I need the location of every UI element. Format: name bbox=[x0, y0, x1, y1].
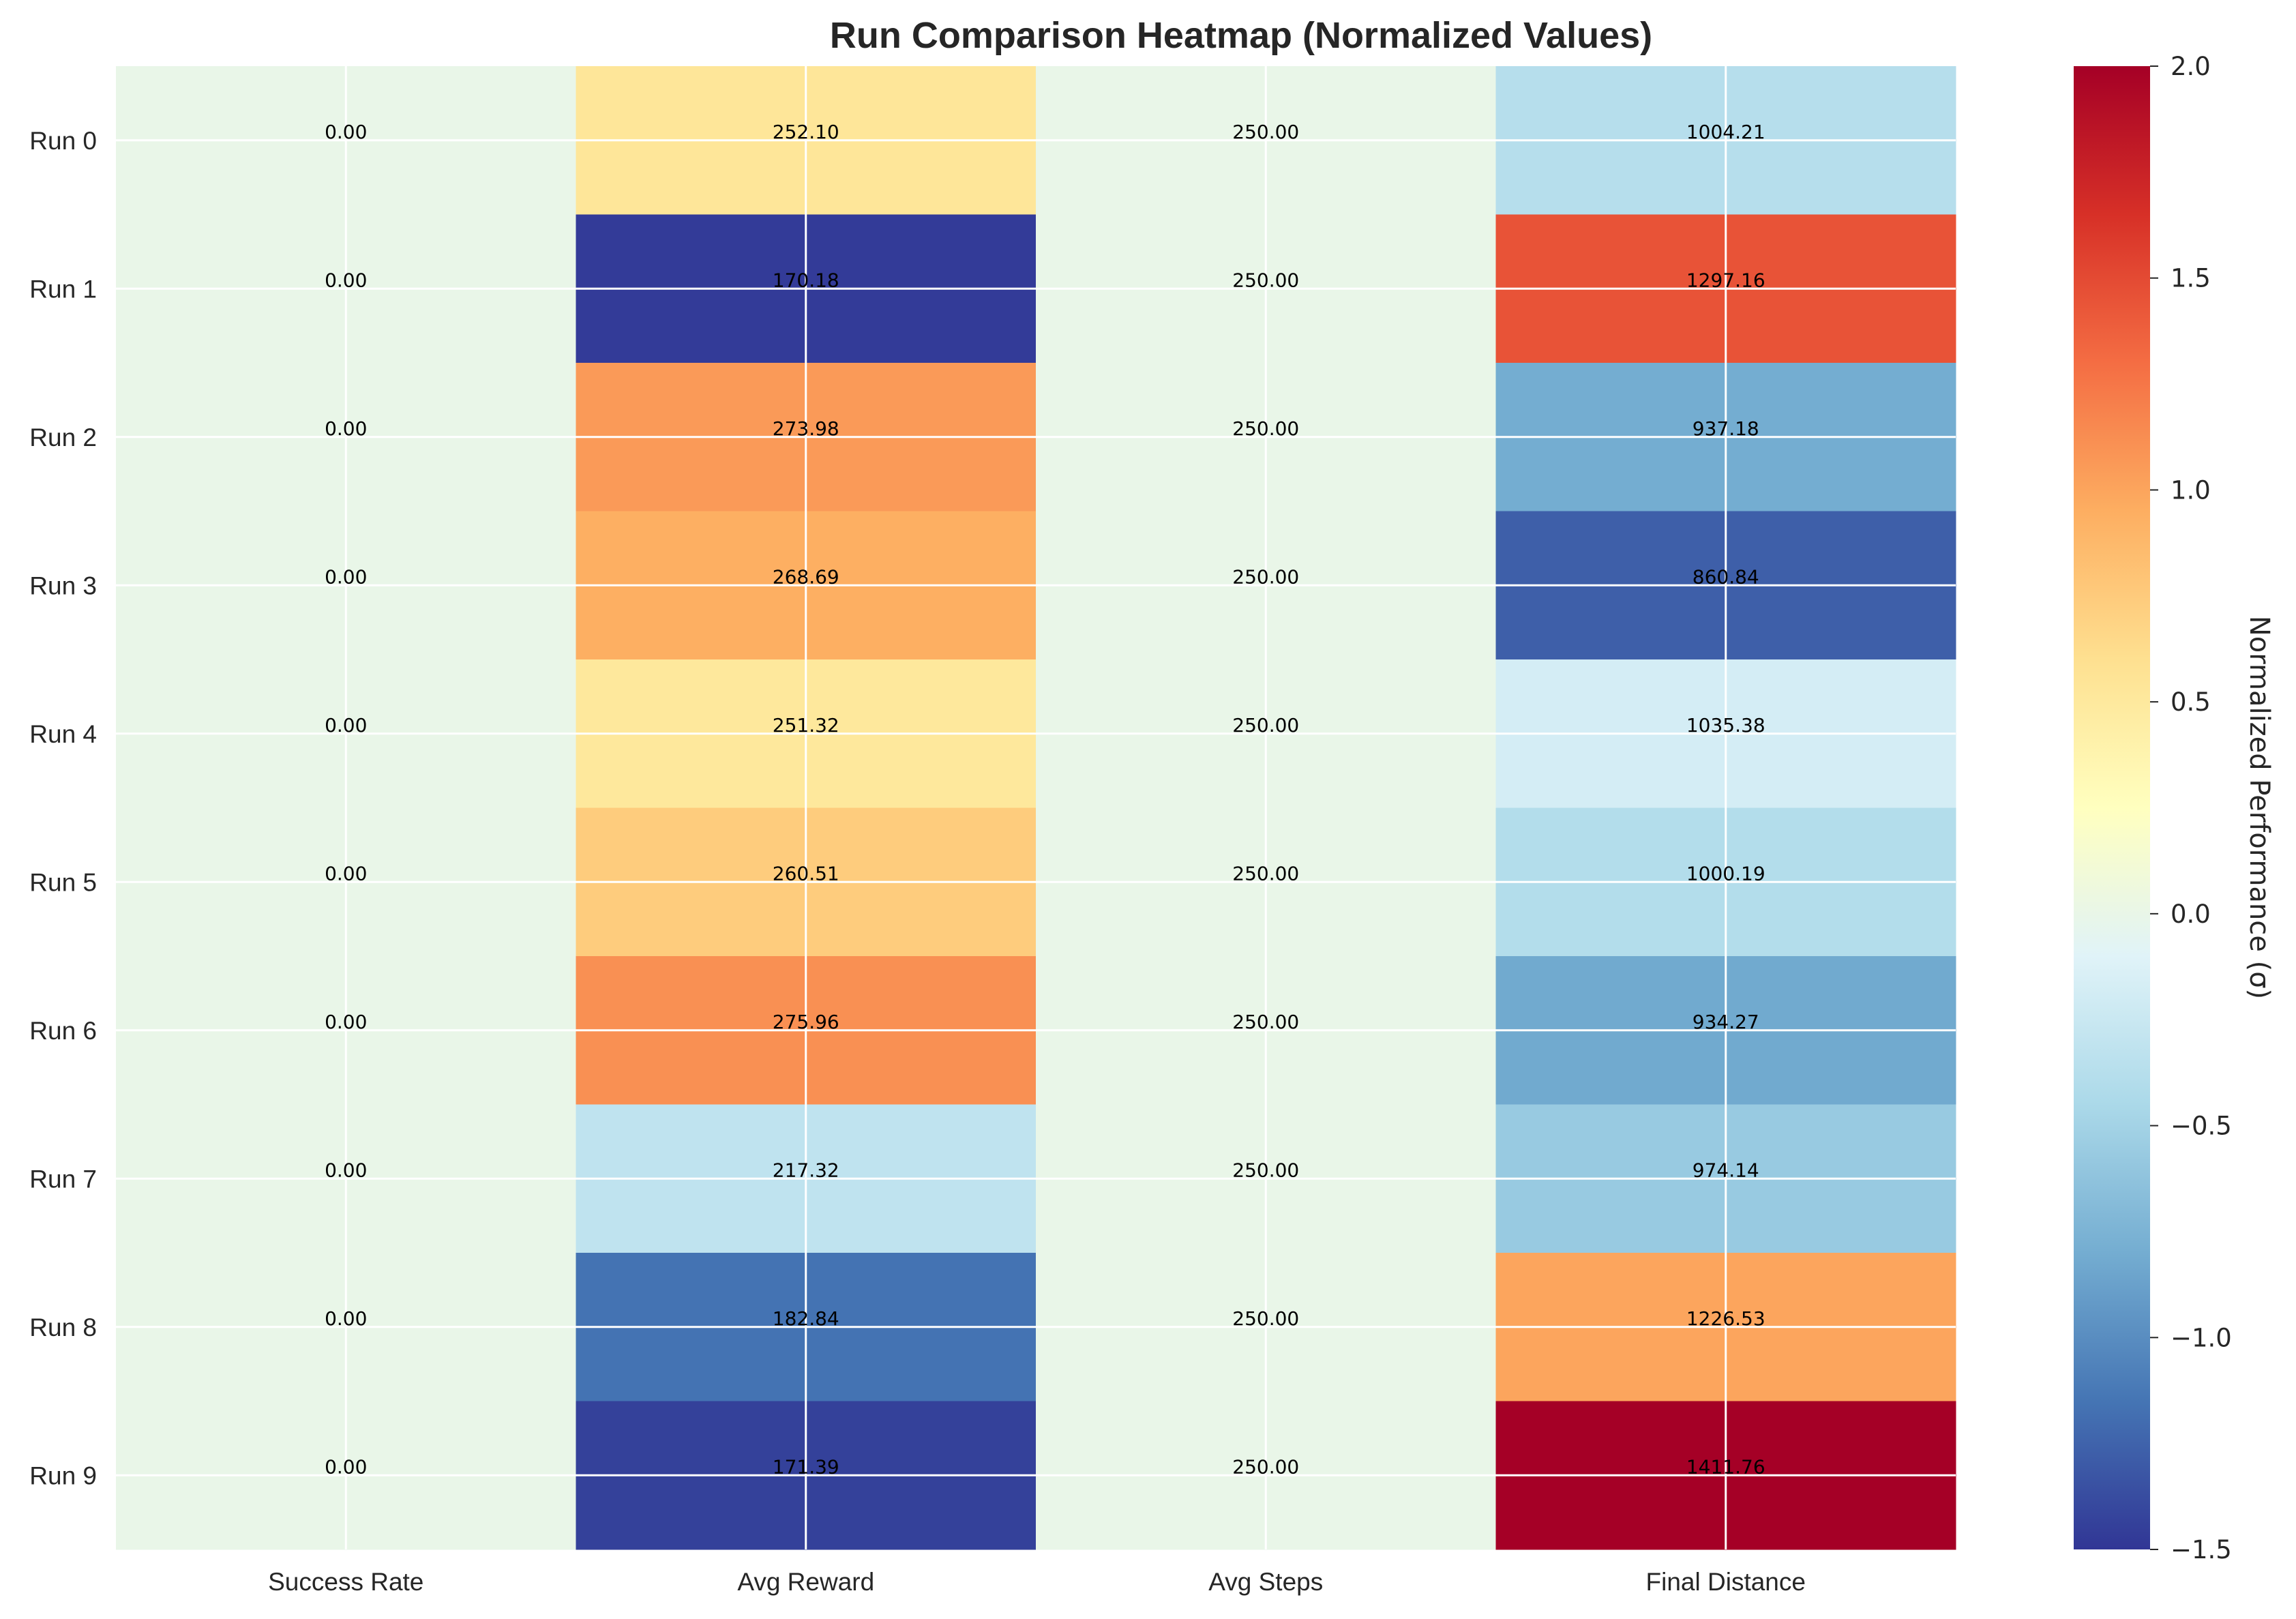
colorbar-tick-label: 0.5 bbox=[2171, 687, 2211, 717]
y-tick-label: Run 3 bbox=[29, 571, 97, 599]
x-tick-label: Final Distance bbox=[1646, 1568, 1806, 1596]
cell-value-label: 1226.53 bbox=[1686, 1307, 1765, 1330]
colorbar-tick-label: 1.5 bbox=[2171, 264, 2211, 293]
cell-value-label: 860.84 bbox=[1693, 565, 1759, 588]
cell-value-label: 250.00 bbox=[1232, 269, 1299, 291]
cell-value-label: 0.00 bbox=[325, 417, 367, 440]
cell-value-labels: 0.00 252.10 250.00 1004.21 0.00 170.18 250.00 1… bbox=[325, 121, 1765, 1479]
cell-value-label: 250.00 bbox=[1232, 1307, 1299, 1330]
cell-value-label: 250.00 bbox=[1232, 417, 1299, 440]
cell-value-label: 0.00 bbox=[325, 269, 367, 291]
cell-value-label: 250.00 bbox=[1232, 862, 1299, 885]
colorbar-tick-label: 0.0 bbox=[2171, 900, 2211, 929]
cell-value-label: 0.00 bbox=[325, 1011, 367, 1033]
cell-value-label: 170.18 bbox=[773, 269, 839, 291]
cell-value-label: 250.00 bbox=[1232, 1159, 1299, 1181]
colorbar-gradient-bar bbox=[2074, 66, 2150, 1549]
cell-value-label: 217.32 bbox=[773, 1159, 839, 1181]
y-tick-label: Run 9 bbox=[29, 1461, 97, 1489]
y-tick-labels: Run 0 Run 1 Run 2 Run 3 Run 4 Run 5 Run 6 Run 7… bbox=[29, 127, 97, 1490]
cell-value-label: 1297.16 bbox=[1686, 269, 1765, 291]
x-tick-labels: Success Rate Avg Reward Avg Steps Final Dis… bbox=[268, 1568, 1806, 1596]
y-tick-label: Run 1 bbox=[29, 275, 97, 303]
cell-value-label: 171.39 bbox=[773, 1455, 839, 1478]
y-tick-label: Run 4 bbox=[29, 720, 97, 748]
cell-value-label: 260.51 bbox=[773, 862, 839, 885]
cell-value-label: 0.00 bbox=[325, 714, 367, 737]
cell-value-label: 937.18 bbox=[1693, 417, 1759, 440]
cell-value-label: 250.00 bbox=[1232, 565, 1299, 588]
cell-value-label: 974.14 bbox=[1693, 1159, 1759, 1181]
cell-value-label: 1411.76 bbox=[1686, 1455, 1765, 1478]
x-tick-label: Avg Reward bbox=[737, 1568, 874, 1596]
y-tick-label: Run 8 bbox=[29, 1313, 97, 1341]
colorbar-tick-label: −1.5 bbox=[2171, 1535, 2232, 1564]
cell-value-label: 273.98 bbox=[773, 417, 839, 440]
cell-value-label: 0.00 bbox=[325, 565, 367, 588]
cell-value-label: 934.27 bbox=[1693, 1011, 1759, 1033]
colorbar-tick-label: −1.0 bbox=[2171, 1323, 2232, 1352]
x-tick-label: Success Rate bbox=[268, 1568, 423, 1596]
cell-value-label: 250.00 bbox=[1232, 121, 1299, 143]
cell-value-label: 251.32 bbox=[773, 714, 839, 737]
cell-value-label: 1035.38 bbox=[1686, 714, 1765, 737]
y-tick-label: Run 6 bbox=[29, 1017, 97, 1045]
cell-value-label: 250.00 bbox=[1232, 1455, 1299, 1478]
cell-value-label: 1004.21 bbox=[1686, 121, 1765, 143]
cell-value-label: 0.00 bbox=[325, 121, 367, 143]
y-tick-label: Run 2 bbox=[29, 424, 97, 451]
cell-value-label: 0.00 bbox=[325, 862, 367, 885]
grid-lines bbox=[116, 66, 1956, 1549]
cell-value-label: 0.00 bbox=[325, 1159, 367, 1181]
cell-value-label: 0.00 bbox=[325, 1307, 367, 1330]
cell-value-label: 250.00 bbox=[1232, 1011, 1299, 1033]
cell-value-label: 268.69 bbox=[773, 565, 839, 588]
cell-value-label: 275.96 bbox=[773, 1011, 839, 1033]
colorbar-label: Normalized Performance (σ) bbox=[2243, 616, 2275, 999]
colorbar: 2.0 1.5 1.0 0.5 0.0 −0.5 −1.0 −1.5 Normalized P… bbox=[2074, 52, 2275, 1564]
cell-value-label: 250.00 bbox=[1232, 714, 1299, 737]
y-tick-label: Run 0 bbox=[29, 127, 97, 155]
cell-value-label: 0.00 bbox=[325, 1455, 367, 1478]
colorbar-tick-label: 1.0 bbox=[2171, 475, 2211, 505]
colorbar-tick-label: −0.5 bbox=[2171, 1112, 2232, 1141]
cell-value-label: 252.10 bbox=[773, 121, 839, 143]
cell-value-label: 1000.19 bbox=[1686, 862, 1765, 885]
colorbar-ticks: 2.0 1.5 1.0 0.5 0.0 −0.5 −1.0 −1.5 bbox=[2150, 52, 2232, 1564]
chart-title: Run Comparison Heatmap (Normalized Value… bbox=[830, 15, 1652, 56]
x-tick-label: Avg Steps bbox=[1208, 1568, 1323, 1596]
cell-value-label: 182.84 bbox=[773, 1307, 839, 1330]
colorbar-tick-label: 2.0 bbox=[2171, 52, 2211, 81]
y-tick-label: Run 5 bbox=[29, 868, 97, 896]
y-tick-label: Run 7 bbox=[29, 1165, 97, 1193]
